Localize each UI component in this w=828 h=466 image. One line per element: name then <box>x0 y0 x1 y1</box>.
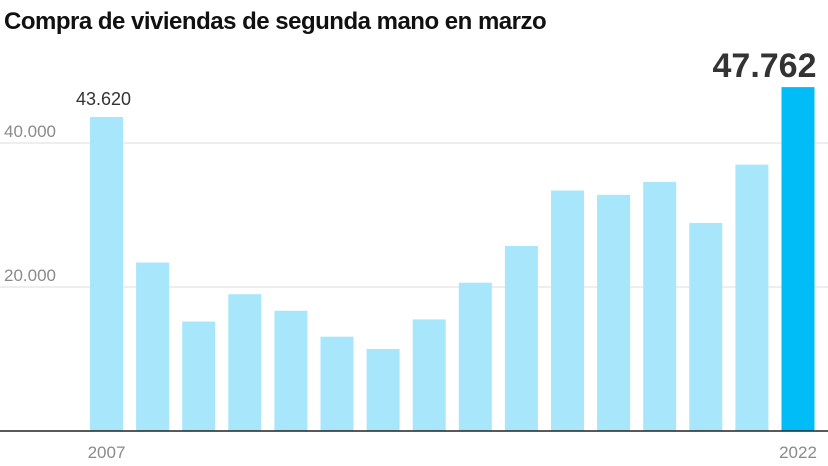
bar-2019 <box>643 181 677 431</box>
bar-2016 <box>504 245 538 431</box>
bar-2021 <box>735 164 769 431</box>
data-label: 43.620 <box>76 89 131 109</box>
bar-2007 <box>90 116 123 431</box>
bar-2017 <box>551 190 584 431</box>
bar-2020 <box>689 222 723 431</box>
bar-2022 <box>781 87 815 432</box>
y-tick-label: 20.000 <box>4 266 56 285</box>
data-label: 47.762 <box>713 47 817 85</box>
bar-2018 <box>597 194 631 431</box>
bar-2015 <box>458 282 492 431</box>
bar-2010 <box>228 294 262 431</box>
chart-title: Compra de viviendas de segunda mano en m… <box>4 8 547 35</box>
bar-2009 <box>182 321 216 431</box>
bar-2008 <box>136 262 170 431</box>
y-tick-label: 40.000 <box>4 122 56 141</box>
bar-2013 <box>366 348 400 431</box>
bar-2012 <box>320 336 354 431</box>
bar-2014 <box>412 319 446 431</box>
bar-2011 <box>274 310 308 431</box>
x-tick-label: 2007 <box>88 443 126 462</box>
x-tick-label: 2022 <box>779 443 817 462</box>
